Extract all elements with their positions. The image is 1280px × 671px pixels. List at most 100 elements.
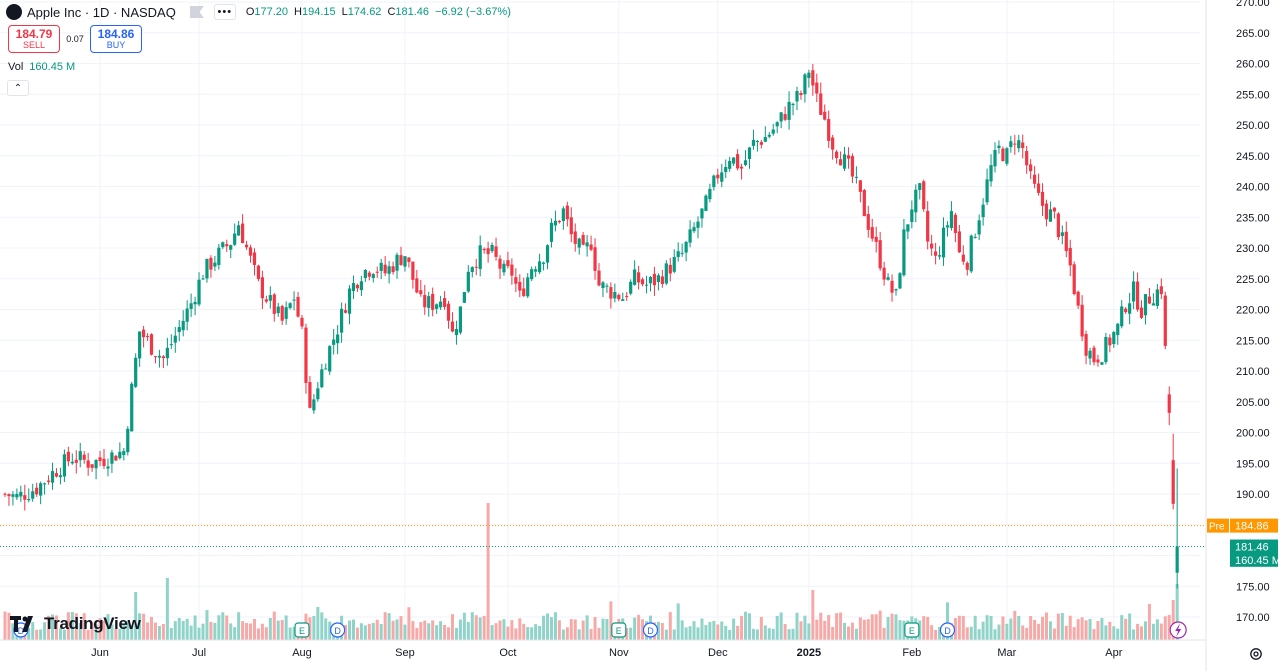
volume-bar xyxy=(478,617,482,640)
candle-body xyxy=(50,471,55,483)
candle xyxy=(217,243,221,270)
candle-body xyxy=(260,277,264,299)
volume-bar xyxy=(593,616,597,640)
earnings-marker[interactable]: E xyxy=(294,622,310,638)
symbol-title[interactable]: Apple Inc · 1D · NASDAQ xyxy=(27,4,176,20)
candle-body xyxy=(716,174,720,179)
volume-bar xyxy=(894,614,898,640)
candle xyxy=(244,240,249,250)
candle xyxy=(906,224,910,240)
candle-body xyxy=(173,335,177,343)
volume-bar xyxy=(126,620,130,640)
volume-bar xyxy=(680,620,684,640)
volume-bar xyxy=(1167,615,1171,640)
dividend-marker[interactable]: D xyxy=(642,622,659,638)
volume-bar xyxy=(86,629,90,640)
candle xyxy=(680,243,684,257)
candle-body xyxy=(1021,142,1025,149)
volume-bar xyxy=(11,623,15,640)
volume-bar xyxy=(43,622,47,640)
candle xyxy=(835,149,839,164)
candle-body xyxy=(407,257,411,263)
price-tick-label: 190.00 xyxy=(1236,489,1270,501)
candle-body xyxy=(229,245,233,250)
earnings-marker[interactable]: E xyxy=(904,622,920,638)
price-tick-label: 225.00 xyxy=(1236,274,1270,286)
candle-body xyxy=(153,356,158,358)
candle xyxy=(399,246,403,266)
volume-bar xyxy=(169,627,173,640)
candle-body xyxy=(922,181,926,210)
collapse-legend-button[interactable]: ⌃ xyxy=(7,80,29,96)
candle-body xyxy=(138,331,142,359)
candle xyxy=(755,139,759,152)
ohlc-item: H194.15 xyxy=(294,6,336,18)
candle xyxy=(941,217,946,266)
volume-bar xyxy=(252,618,256,640)
time-tick-label: Dec xyxy=(708,647,728,659)
candle xyxy=(50,462,55,490)
volume-bar xyxy=(221,612,225,640)
volume-bar xyxy=(233,627,237,640)
candle xyxy=(165,337,169,366)
candle xyxy=(514,268,518,292)
candle xyxy=(340,302,344,343)
candle xyxy=(458,306,462,335)
candle xyxy=(114,454,118,461)
candle-body xyxy=(1112,332,1116,345)
candle-body xyxy=(763,137,767,142)
candle xyxy=(831,134,835,160)
candle-body xyxy=(637,272,641,283)
candle xyxy=(288,302,292,310)
candle-body xyxy=(676,251,680,257)
candle-body xyxy=(213,262,217,267)
candle-body xyxy=(244,244,249,248)
time-axis[interactable]: Jun Jul Aug Sep Oct Nov Dec 2025 Feb Mar Apr xyxy=(0,0,1207,671)
candle-body xyxy=(209,257,213,270)
candle-body xyxy=(621,299,625,301)
candle-body xyxy=(296,296,300,317)
volume-bar xyxy=(78,623,82,640)
candle xyxy=(1163,291,1167,350)
candle-body xyxy=(102,458,106,467)
volume-bar xyxy=(633,617,637,640)
time-tick-label: Oct xyxy=(499,647,516,659)
candle xyxy=(229,244,233,258)
candle xyxy=(367,270,371,281)
volume-bar xyxy=(482,615,486,640)
volume-bar xyxy=(803,615,807,640)
volume-bar xyxy=(846,626,850,640)
earnings-marker[interactable]: E xyxy=(611,622,627,638)
lightning-event-icon[interactable] xyxy=(1169,621,1187,639)
candle xyxy=(264,295,268,304)
dividend-marker[interactable]: D xyxy=(939,622,956,638)
volume-bar xyxy=(217,615,221,640)
sell-label: SELL xyxy=(22,39,46,50)
candle xyxy=(510,258,514,285)
volume-bar xyxy=(1009,618,1013,640)
buy-button[interactable]: 184.86 BUY xyxy=(90,25,142,53)
candle-body xyxy=(181,320,185,331)
volume-legend[interactable]: Vol 160.45 M xyxy=(8,61,75,73)
candles xyxy=(3,63,1179,589)
candle xyxy=(411,261,415,289)
buy-price: 184.86 xyxy=(97,26,135,41)
candle-body xyxy=(375,271,379,273)
candle xyxy=(633,260,637,286)
chart-settings-button[interactable] xyxy=(1245,644,1267,664)
candle xyxy=(169,334,173,349)
time-tick-label: Apr xyxy=(1105,647,1122,659)
candle-body xyxy=(427,296,431,308)
more-options-button[interactable]: ••• xyxy=(213,4,236,20)
volume-bar xyxy=(601,618,605,640)
candle-body xyxy=(1167,394,1171,413)
flag-icon[interactable] xyxy=(189,6,204,18)
dividend-marker[interactable]: D xyxy=(330,622,346,638)
candle-body xyxy=(39,483,43,496)
candle xyxy=(827,110,831,148)
sell-button[interactable]: 184.79 SELL xyxy=(8,25,60,53)
price-axis[interactable]: 170.00175.00180.00185.00190.00195.00200.… xyxy=(1206,0,1280,671)
candle xyxy=(759,139,763,149)
tradingview-logo[interactable]: TradingView xyxy=(10,614,141,634)
